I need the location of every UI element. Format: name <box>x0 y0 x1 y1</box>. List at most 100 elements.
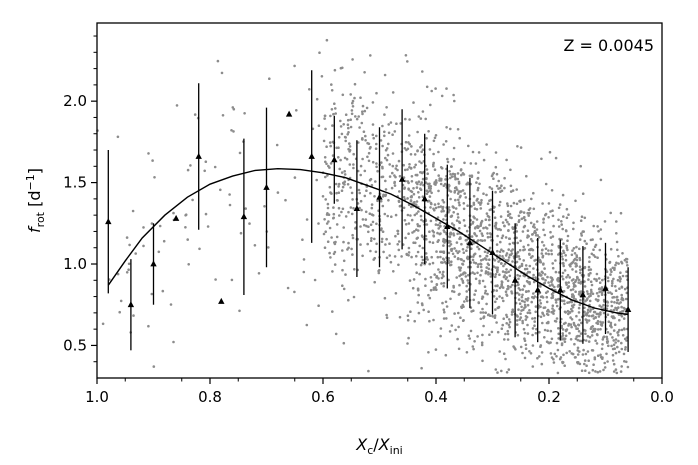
scatter-point <box>479 265 483 269</box>
scatter-point <box>349 186 352 189</box>
scatter-point <box>590 283 594 287</box>
scatter-point <box>594 370 597 373</box>
scatter-point <box>577 281 580 284</box>
scatter-point <box>602 311 606 315</box>
scatter-point <box>533 324 536 328</box>
scatter-point <box>437 239 440 242</box>
scatter-point <box>507 248 511 251</box>
scatter-point <box>488 208 492 212</box>
scatter-point <box>528 311 532 315</box>
scatter-point <box>565 328 569 331</box>
scatter-point <box>324 127 327 131</box>
scatter-point <box>596 312 600 316</box>
binned-marker <box>466 239 474 246</box>
scatter-point <box>455 241 459 244</box>
scatter-point <box>337 206 341 210</box>
scatter-point <box>456 192 460 195</box>
scatter-point <box>482 315 486 318</box>
scatter-point <box>461 248 465 251</box>
scatter-point <box>330 83 333 86</box>
scatter-point <box>344 215 348 218</box>
scatter-point <box>509 216 512 219</box>
scatter-point <box>524 290 528 293</box>
scatter-point <box>476 176 480 180</box>
scatter-point <box>459 237 462 240</box>
scatter-point <box>364 134 367 138</box>
scatter-point <box>351 253 354 256</box>
binned-marker <box>398 175 406 182</box>
scatter-point <box>342 240 345 244</box>
scatter-point <box>488 333 491 337</box>
scatter-point <box>412 192 416 196</box>
scatter-point <box>119 299 123 303</box>
scatter-point <box>394 292 398 295</box>
scatter-point <box>502 275 506 279</box>
scatter-point <box>560 324 563 328</box>
scatter-point <box>612 339 615 342</box>
scatter-point <box>478 229 482 233</box>
scatter-point <box>432 139 436 143</box>
scatter-point <box>396 243 400 246</box>
scatter-point <box>393 255 397 258</box>
scatter-point <box>607 291 610 294</box>
scatter-point <box>518 293 521 296</box>
scatter-point <box>357 115 361 118</box>
scatter-point <box>541 311 544 315</box>
scatter-point <box>381 195 385 198</box>
scatter-point <box>622 317 626 320</box>
scatter-point <box>458 268 462 272</box>
scatter-point <box>521 288 525 291</box>
scatter-point <box>416 224 420 228</box>
scatter-point <box>474 289 478 293</box>
scatter-point <box>333 68 337 72</box>
scatter-point <box>439 224 442 228</box>
scatter-point <box>449 127 452 131</box>
scatter-point <box>330 236 333 239</box>
scatter-point <box>543 336 546 339</box>
scatter-point <box>596 225 599 228</box>
x-label-sep: / <box>373 435 379 454</box>
scatter-point <box>561 227 564 231</box>
scatter-point <box>328 251 331 255</box>
scatter-point <box>329 144 333 148</box>
scatter-point <box>489 235 492 239</box>
scatter-point <box>590 290 593 294</box>
scatter-point <box>521 319 524 323</box>
scatter-point <box>384 243 387 246</box>
y-label-main-sub: rot <box>34 211 47 227</box>
scatter-point <box>617 306 620 309</box>
scatter-point <box>467 144 470 148</box>
scatter-point <box>416 229 420 232</box>
scatter-point <box>549 210 552 213</box>
scatter-point <box>606 276 610 280</box>
scatter-point <box>473 340 476 343</box>
scatter-point <box>452 206 456 209</box>
scatter-point <box>356 169 360 173</box>
scatter-point <box>442 284 446 288</box>
scatter-point <box>505 315 509 319</box>
binned-point <box>602 242 609 335</box>
scatter-point <box>508 325 511 329</box>
scatter-point <box>473 207 477 210</box>
scatter-point <box>497 179 501 183</box>
scatter-point <box>158 224 162 228</box>
scatter-point <box>341 185 345 189</box>
scatter-point <box>510 313 514 316</box>
scatter-point <box>467 281 470 285</box>
scatter-point <box>563 302 566 306</box>
scatter-point <box>580 321 583 325</box>
scatter-point <box>450 324 454 327</box>
binned-marker <box>263 183 270 190</box>
scatter-point <box>584 369 587 373</box>
scatter-point <box>577 323 581 327</box>
scatter-point <box>451 172 455 176</box>
scatter-point <box>428 195 432 198</box>
scatter-point <box>451 252 455 256</box>
scatter-point <box>381 204 385 208</box>
scatter-point <box>505 268 508 271</box>
binned-point <box>195 83 202 230</box>
scatter-point <box>421 303 424 307</box>
scatter-point <box>334 112 338 115</box>
scatter-point <box>326 202 330 206</box>
scatter-point <box>442 317 446 320</box>
